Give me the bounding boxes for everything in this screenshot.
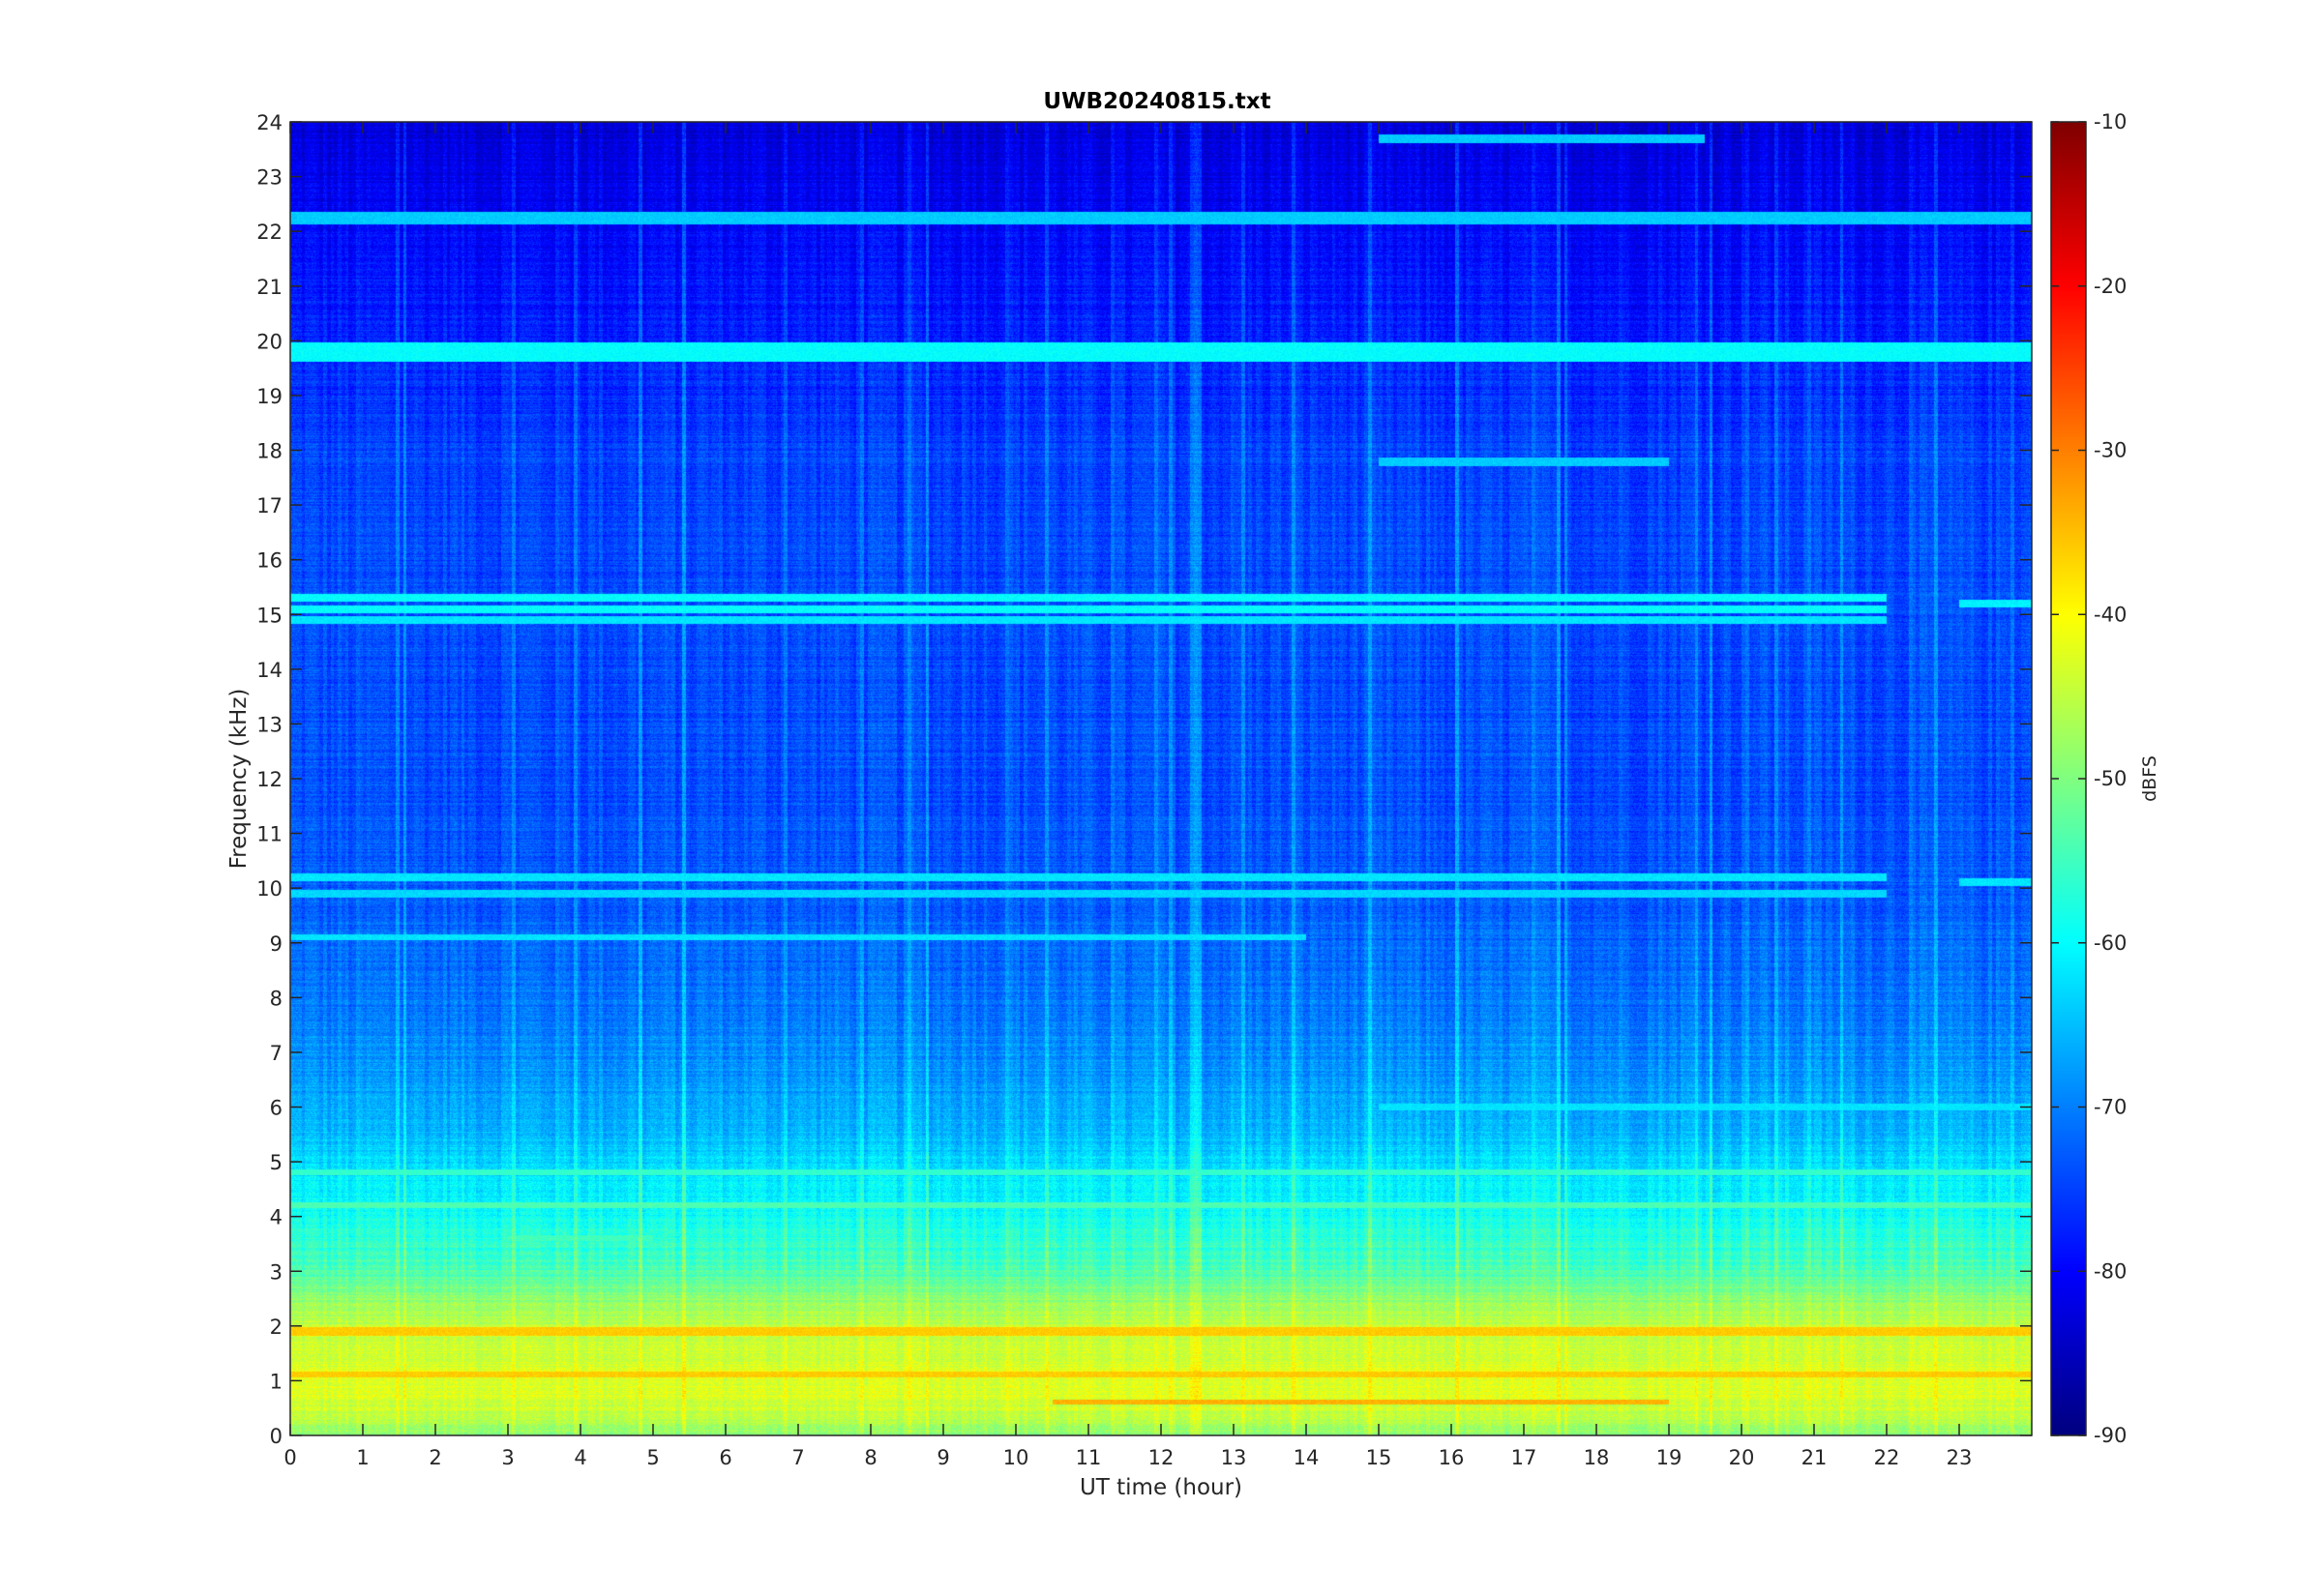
x-tick-label: 7 [791,1446,804,1469]
y-tick-label: 9 [270,932,283,956]
x-tick-label: 2 [429,1446,441,1469]
x-tick-label: 0 [283,1446,296,1469]
colorbar-tick-label: -80 [2094,1259,2127,1283]
y-tick-label: 6 [270,1097,283,1120]
y-tick-label: 1 [270,1370,283,1393]
y-tick-label: 22 [256,221,283,244]
x-tick-label: 21 [1801,1446,1828,1469]
x-tick-label: 13 [1221,1446,1247,1469]
chart-title: UWB20240815.txt [1043,89,1270,114]
y-tick-label: 2 [270,1315,283,1339]
x-tick-label: 16 [1439,1446,1465,1469]
x-tick-label: 18 [1584,1446,1610,1469]
y-tick-label: 8 [270,987,283,1010]
x-tick-label: 4 [574,1446,586,1469]
colorbar-tick-label: -40 [2094,603,2127,626]
y-tick-label: 16 [256,549,283,573]
colorbar-tick-label: -10 [2094,110,2127,133]
colorbar-tick-label: -90 [2094,1424,2127,1447]
x-axis-label: UT time (hour) [1080,1475,1242,1500]
x-tick-label: 17 [1511,1446,1537,1469]
x-tick-label: 8 [864,1446,877,1469]
y-tick-label: 18 [256,440,283,463]
x-tick-label: 22 [1874,1446,1900,1469]
x-tick-label: 6 [719,1446,731,1469]
colorbar-tick-label: -70 [2094,1096,2127,1119]
y-tick-label: 0 [270,1425,283,1448]
y-tick-label: 17 [256,494,283,517]
colorbar-label: dBFS [2139,755,2160,802]
colorbar-tick-label: -60 [2094,931,2127,955]
x-tick-label: 1 [356,1446,369,1469]
spectrogram-image [290,122,2032,1435]
y-tick-label: 15 [256,604,283,627]
colorbar-ticks: -90 -80 -70 -60 -50 -40 -30 -20 -10 [2051,110,2127,1447]
x-tick-label: 14 [1294,1446,1320,1469]
y-axis-label: Frequency (kHz) [226,689,252,870]
x-tick-label: 11 [1076,1446,1102,1469]
y-tick-label: 20 [256,330,283,353]
y-tick-label: 11 [256,823,283,846]
colorbar-tick-label: -30 [2094,439,2127,462]
x-tick-label: 10 [1003,1446,1029,1469]
colorbar-tick-label: -20 [2094,275,2127,298]
x-tick-label: 3 [501,1446,514,1469]
y-tick-label: 4 [270,1206,283,1229]
x-tick-label: 9 [937,1446,949,1469]
y-tick-label: 21 [256,276,283,299]
x-tick-label: 20 [1729,1446,1755,1469]
y-tick-label: 19 [256,385,283,408]
x-tick-label: 12 [1148,1446,1175,1469]
y-tick-label: 24 [256,111,283,134]
y-tick-label: 10 [256,877,283,901]
x-tick-label: 23 [1947,1446,1973,1469]
y-tick-label: 14 [256,659,283,682]
x-tick-label: 5 [646,1446,659,1469]
y-tick-label: 3 [270,1260,283,1284]
x-axis-ticks: 0 1 2 3 4 5 6 7 8 9 10 11 12 13 14 15 16 17 18 19 20 21 22 23 [283,122,1972,1469]
y-tick-label: 7 [270,1042,283,1065]
x-tick-label: 19 [1656,1446,1682,1469]
y-tick-label: 12 [256,768,283,791]
y-tick-label: 13 [256,713,283,736]
x-tick-label: 15 [1366,1446,1392,1469]
colorbar-tick-label: -50 [2094,767,2127,790]
y-tick-label: 23 [256,166,283,190]
y-tick-label: 5 [270,1151,283,1174]
